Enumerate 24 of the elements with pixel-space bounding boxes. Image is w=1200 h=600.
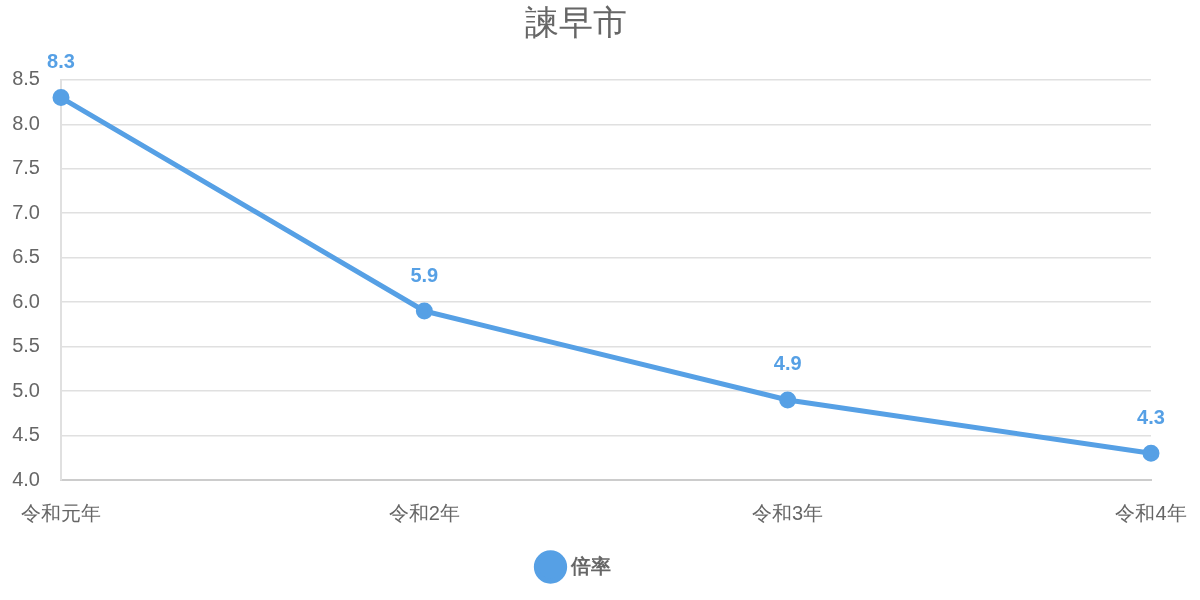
- y-tick-label: 4.5: [12, 423, 40, 446]
- x-tick-label: 令和2年: [388, 501, 460, 524]
- legend-label: 倍率: [569, 554, 611, 577]
- y-tick-label: 6.5: [12, 245, 40, 268]
- x-tick-label: 令和3年: [752, 501, 824, 524]
- y-tick-label: 8.0: [12, 111, 40, 134]
- y-tick-label: 7.0: [12, 200, 40, 223]
- y-tick-label: 7.5: [12, 156, 40, 179]
- y-tick-label: 4.0: [12, 467, 40, 490]
- y-tick-label: 8.5: [12, 67, 40, 90]
- data-label: 8.3: [47, 50, 75, 73]
- x-tick-label: 令和元年: [21, 501, 101, 524]
- chart-title: 諫早市: [524, 2, 627, 41]
- point: [52, 89, 70, 107]
- data-label: 4.3: [1137, 405, 1165, 428]
- point: [415, 302, 433, 320]
- data-label: 5.9: [410, 263, 439, 286]
- point: [779, 391, 797, 409]
- y-tick-label: 5.0: [12, 378, 40, 401]
- data-label: 4.9: [773, 352, 802, 375]
- point: [1142, 444, 1160, 462]
- y-tick-label: 6.0: [12, 289, 40, 312]
- x-tick-label: 令和4年: [1115, 501, 1187, 524]
- y-tick-label: 5.5: [12, 334, 40, 357]
